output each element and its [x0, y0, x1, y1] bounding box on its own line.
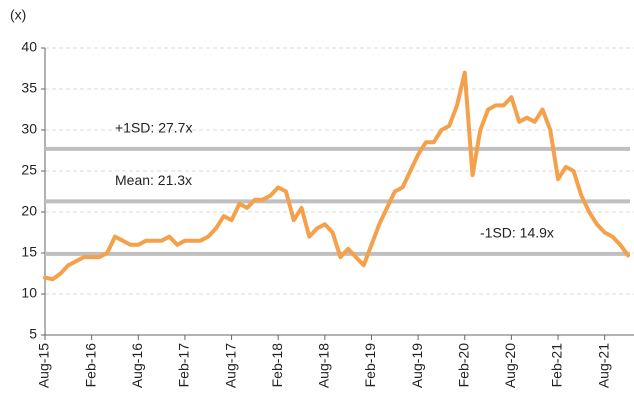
y-tick-label: 35: [21, 80, 37, 96]
x-tick-label: Aug-18: [316, 343, 332, 388]
y-tick-label: 25: [21, 162, 37, 178]
x-tick-label: Aug-16: [129, 343, 145, 388]
x-tick-label: Feb-17: [176, 343, 192, 388]
x-tick-label: Aug-19: [409, 343, 425, 388]
x-tick-label: Aug-21: [595, 343, 611, 388]
y-tick-label: 10: [21, 285, 37, 301]
reference-label: +1SD: 27.7x: [115, 120, 192, 136]
y-tick-label: 40: [21, 39, 37, 55]
x-tick-label: Aug-20: [502, 343, 518, 388]
reference-label: Mean: 21.3x: [115, 172, 192, 188]
y-tick-label: 30: [21, 121, 37, 137]
x-tick-label: Feb-20: [455, 343, 471, 388]
x-tick-label: Feb-16: [82, 343, 98, 388]
y-tick-label: 5: [29, 326, 37, 342]
y-unit-label: (x): [10, 7, 26, 23]
x-tick-label: Aug-15: [36, 343, 52, 388]
x-tick-label: Feb-21: [549, 343, 565, 388]
x-tick-label: Feb-19: [362, 343, 378, 388]
y-tick-label: 20: [21, 203, 37, 219]
y-tick-label: 15: [21, 244, 37, 260]
x-tick-label: Aug-17: [222, 343, 238, 388]
reference-label: -1SD: 14.9x: [480, 225, 554, 241]
x-tick-label: Feb-18: [269, 343, 285, 388]
series-line: [43, 70, 630, 282]
